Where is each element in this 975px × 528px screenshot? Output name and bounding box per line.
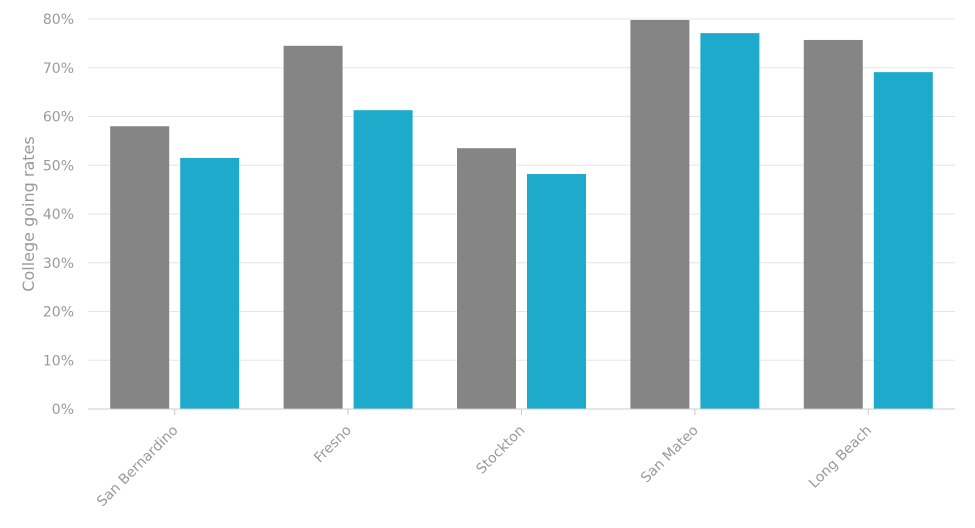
y-tick-label: 0% (52, 402, 74, 418)
y-tick-label: 70% (43, 61, 74, 77)
bar (457, 148, 516, 409)
y-axis-label: College going rates (19, 136, 38, 291)
x-tick-label: Long Beach (806, 423, 875, 492)
bar (180, 157, 240, 409)
x-tick-label: San Bernardino (94, 423, 181, 510)
bar (353, 110, 413, 409)
y-tick-label: 30% (43, 256, 74, 272)
y-tick-label: 10% (43, 353, 74, 369)
x-tick-label: Fresno (311, 423, 355, 467)
bar (803, 39, 863, 410)
x-tick-label: Stockton (473, 423, 528, 478)
bar (110, 126, 170, 409)
y-tick-label: 50% (43, 158, 74, 174)
bar (873, 72, 933, 409)
bar (700, 33, 760, 409)
y-tick-label: 60% (43, 110, 74, 126)
y-tick-label: 40% (43, 207, 74, 223)
x-tick-label: San Mateo (638, 423, 702, 487)
y-tick-label: 80% (43, 12, 74, 28)
bar (630, 19, 690, 409)
bar (527, 174, 586, 409)
bar (283, 45, 343, 409)
y-tick-label: 20% (43, 305, 74, 321)
